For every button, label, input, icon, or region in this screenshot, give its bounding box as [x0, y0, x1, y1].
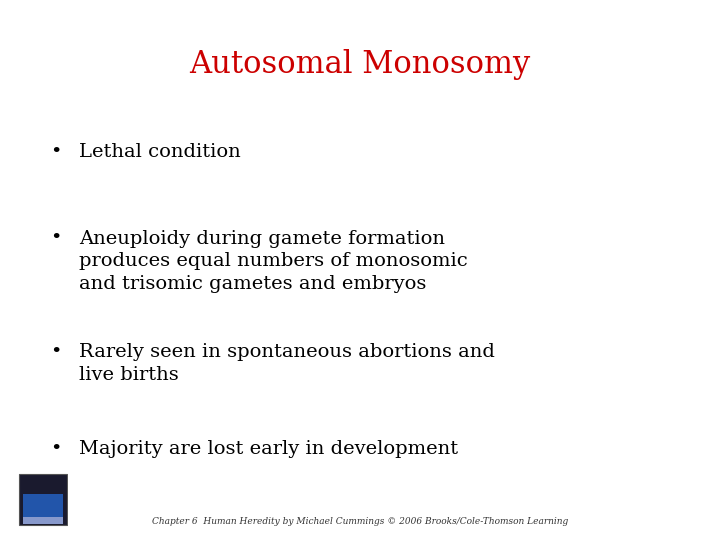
Text: Majority are lost early in development: Majority are lost early in development: [79, 440, 459, 458]
Text: Aneuploidy during gamete formation
produces equal numbers of monosomic
and triso: Aneuploidy during gamete formation produ…: [79, 230, 468, 293]
Text: Rarely seen in spontaneous abortions and
live births: Rarely seen in spontaneous abortions and…: [79, 343, 495, 384]
Text: •: •: [50, 230, 62, 247]
Text: •: •: [50, 440, 62, 458]
Text: •: •: [50, 343, 62, 361]
Text: Lethal condition: Lethal condition: [79, 143, 241, 161]
FancyBboxPatch shape: [19, 474, 68, 525]
FancyBboxPatch shape: [23, 494, 63, 521]
Text: •: •: [50, 143, 62, 161]
Text: Autosomal Monosomy: Autosomal Monosomy: [189, 49, 531, 79]
FancyBboxPatch shape: [23, 517, 63, 524]
Text: Chapter 6  Human Heredity by Michael Cummings © 2006 Brooks/Cole-Thomson Learnin: Chapter 6 Human Heredity by Michael Cumm…: [152, 517, 568, 526]
